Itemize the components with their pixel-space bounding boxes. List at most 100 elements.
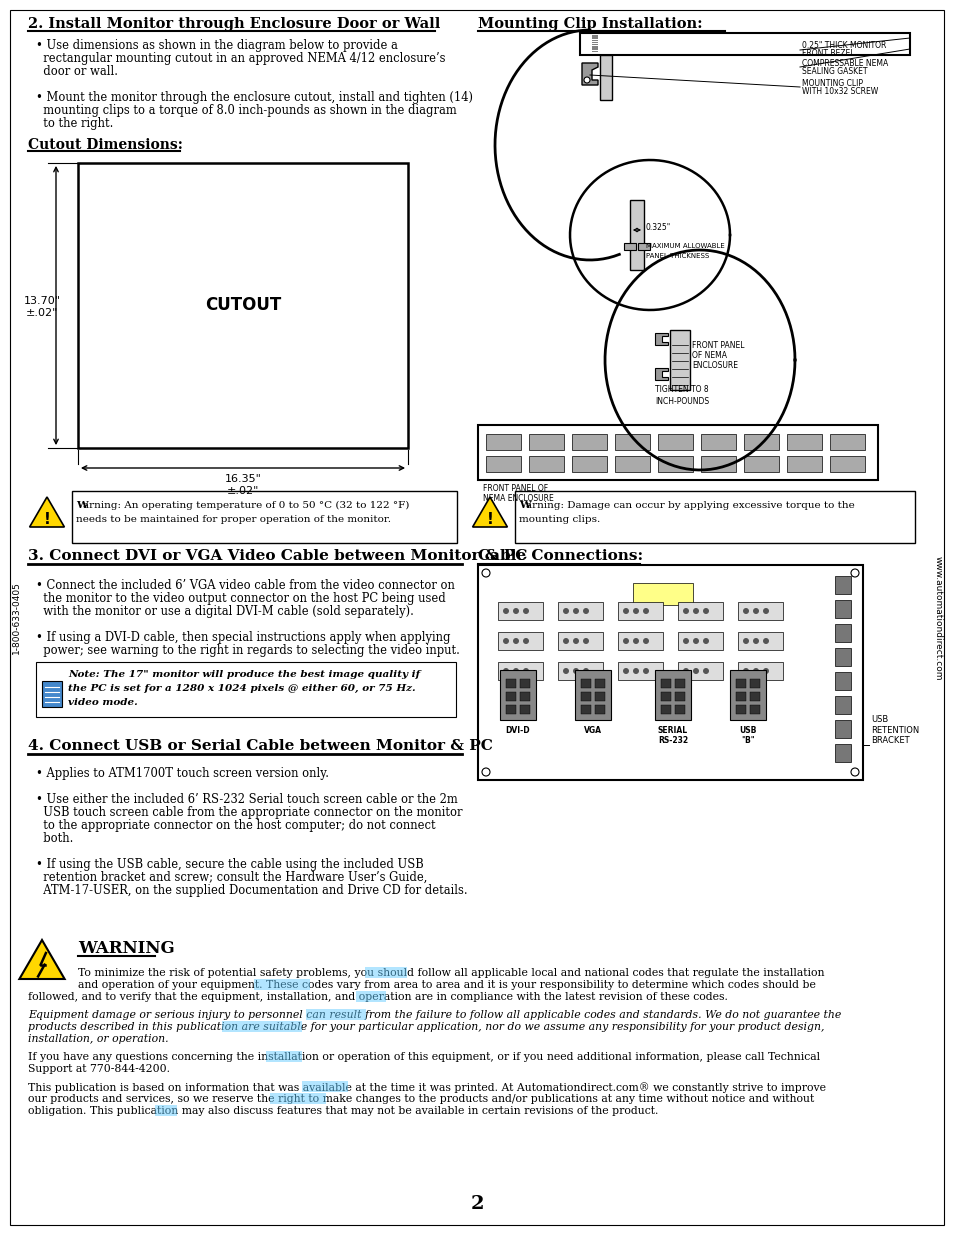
Circle shape: [522, 668, 529, 674]
Circle shape: [562, 608, 568, 614]
Circle shape: [642, 608, 648, 614]
Text: FRONT PANEL: FRONT PANEL: [691, 341, 743, 350]
Polygon shape: [638, 243, 649, 249]
Bar: [580, 705, 590, 714]
Bar: [834, 697, 850, 714]
Bar: [154, 1105, 177, 1116]
Circle shape: [522, 638, 529, 643]
Circle shape: [582, 608, 588, 614]
Text: TIGHTEN TO 8: TIGHTEN TO 8: [655, 385, 708, 394]
Bar: [738, 601, 782, 620]
Bar: [497, 601, 542, 620]
Circle shape: [513, 608, 518, 614]
Circle shape: [642, 638, 648, 643]
Text: products described in this publication are suitable for your particular applicat: products described in this publication a…: [28, 1023, 823, 1032]
Circle shape: [522, 608, 529, 614]
Bar: [36, 662, 456, 718]
Bar: [743, 433, 779, 450]
Text: needs to be maintained for proper operation of the monitor.: needs to be maintained for proper operat…: [76, 515, 391, 524]
Circle shape: [752, 638, 759, 643]
Text: W: W: [76, 501, 88, 510]
Bar: [700, 433, 735, 450]
Bar: [519, 679, 530, 688]
Bar: [660, 692, 670, 701]
Bar: [633, 583, 692, 605]
Text: the monitor to the video output connector on the host PC being used: the monitor to the video output connecto…: [36, 592, 445, 605]
Text: door or wall.: door or wall.: [36, 65, 118, 78]
Bar: [575, 671, 610, 720]
Bar: [302, 1081, 348, 1092]
Bar: [669, 330, 689, 390]
Text: SERIAL
RS-232: SERIAL RS-232: [658, 726, 687, 746]
Bar: [735, 705, 745, 714]
Bar: [743, 456, 779, 472]
Circle shape: [513, 668, 518, 674]
Bar: [519, 692, 530, 701]
Polygon shape: [581, 63, 598, 85]
Circle shape: [622, 668, 628, 674]
Bar: [365, 967, 407, 978]
Polygon shape: [623, 243, 636, 249]
Bar: [700, 456, 735, 472]
Bar: [834, 576, 850, 594]
Text: retention bracket and screw; consult the Hardware User’s Guide,: retention bracket and screw; consult the…: [36, 871, 427, 884]
Bar: [675, 679, 684, 688]
Bar: [618, 601, 662, 620]
Circle shape: [633, 638, 639, 643]
Bar: [572, 433, 606, 450]
Circle shape: [573, 638, 578, 643]
Text: the PC is set for a 1280 x 1024 pixels @ either 60, or 75 Hz.: the PC is set for a 1280 x 1024 pixels @…: [68, 684, 416, 693]
Bar: [71, 492, 456, 543]
Text: OF NEMA: OF NEMA: [691, 351, 726, 359]
Bar: [477, 425, 877, 480]
Text: • Applies to ATM1700T touch screen version only.: • Applies to ATM1700T touch screen versi…: [36, 767, 329, 781]
Text: and operation of your equipment. These codes vary from area to area and it is yo: and operation of your equipment. These c…: [78, 981, 815, 990]
Bar: [592, 42, 598, 43]
Bar: [660, 679, 670, 688]
Circle shape: [622, 638, 628, 643]
Text: 13.70": 13.70": [24, 296, 60, 306]
Circle shape: [502, 668, 509, 674]
Bar: [749, 692, 760, 701]
Text: W: W: [518, 501, 530, 510]
Bar: [735, 679, 745, 688]
Text: followed, and to verify that the equipment, installation, and operation are in c: followed, and to verify that the equipme…: [28, 992, 727, 1002]
Text: 16.35": 16.35": [224, 474, 261, 484]
Text: MAXIMUM ALLOWABLE: MAXIMUM ALLOWABLE: [645, 243, 724, 249]
Bar: [829, 456, 864, 472]
Circle shape: [562, 638, 568, 643]
Circle shape: [562, 668, 568, 674]
Bar: [592, 44, 598, 46]
Circle shape: [582, 668, 588, 674]
Bar: [558, 662, 602, 680]
Circle shape: [502, 638, 509, 643]
Text: • If using the USB cable, secure the cable using the included USB: • If using the USB cable, secure the cab…: [36, 858, 423, 871]
Bar: [515, 492, 914, 543]
Bar: [253, 979, 310, 990]
Text: ENCLOSURE: ENCLOSURE: [691, 361, 738, 369]
Text: !: !: [486, 511, 493, 526]
Text: This publication is based on information that was available at the time it was p: This publication is based on information…: [28, 1082, 825, 1093]
Polygon shape: [655, 333, 667, 345]
Polygon shape: [472, 496, 507, 527]
Circle shape: [573, 668, 578, 674]
Circle shape: [513, 638, 518, 643]
Text: SEALING GASKET: SEALING GASKET: [801, 68, 866, 77]
Bar: [497, 662, 542, 680]
Bar: [678, 662, 722, 680]
Bar: [592, 46, 598, 48]
Circle shape: [742, 638, 748, 643]
Bar: [658, 456, 692, 472]
Bar: [738, 662, 782, 680]
Bar: [558, 632, 602, 650]
Circle shape: [762, 638, 768, 643]
Text: DVI-D: DVI-D: [505, 726, 530, 735]
Bar: [505, 705, 516, 714]
Text: 4. Connect USB or Serial Cable between Monitor & PC: 4. Connect USB or Serial Cable between M…: [28, 739, 493, 753]
Polygon shape: [19, 940, 65, 979]
Text: 2. Install Monitor through Enclosure Door or Wall: 2. Install Monitor through Enclosure Doo…: [28, 17, 440, 31]
Bar: [660, 705, 670, 714]
Bar: [505, 679, 516, 688]
Bar: [675, 692, 684, 701]
Bar: [485, 433, 520, 450]
